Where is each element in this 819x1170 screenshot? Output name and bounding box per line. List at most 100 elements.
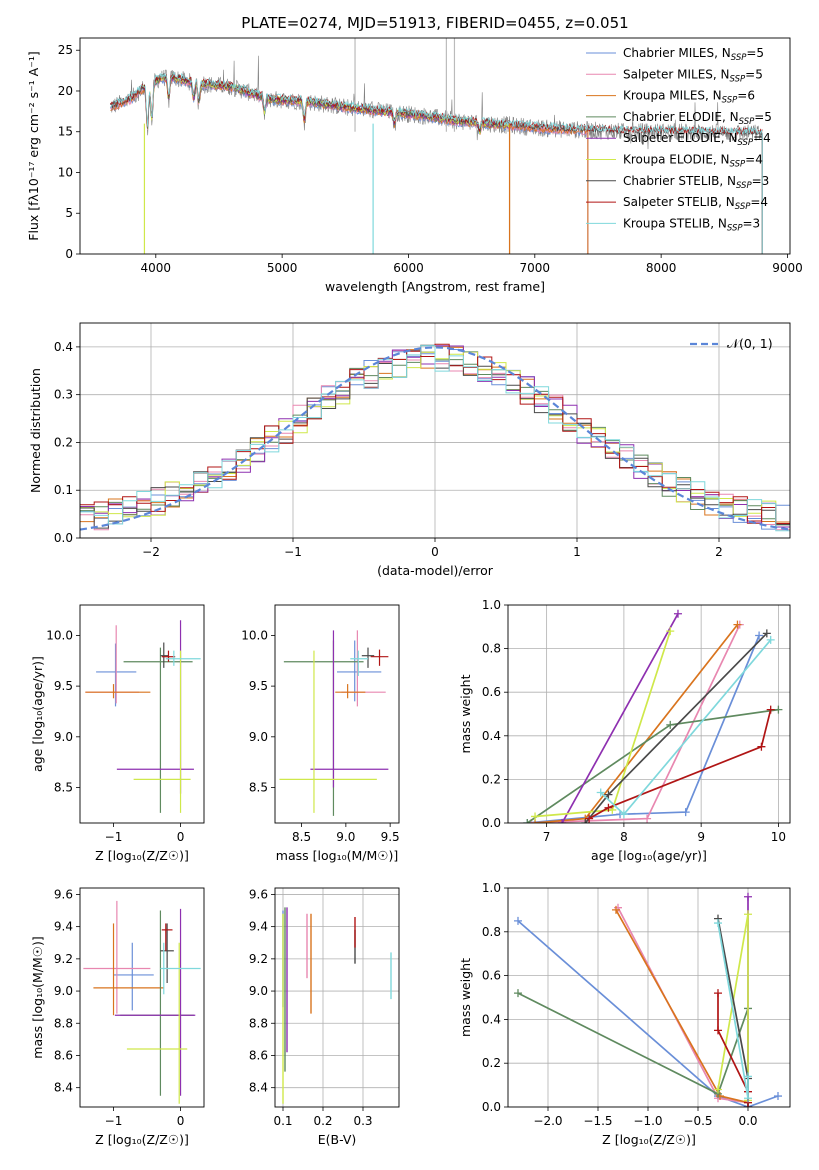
axes-frame [79,604,205,824]
axes-frame [79,887,205,1108]
ebv-mass-panel: 0.1 0.2 0.3 8.4 8.6 8.8 9.0 9.2 9.4 9.6 E(B-V) [249,887,400,1147]
y-tick-label: 8.5 [249,781,268,795]
weight-point-marker [558,819,567,823]
age-weight-panel: 7 8 9 10 0.0 0.2 0.4 0.6 0.8 1.0 age [log₁₀(age/yr… [458,598,791,863]
x-tick-label: 2 [715,545,723,559]
x-tick-label: −1 [284,545,302,559]
weight-point-marker [714,919,722,928]
y-tick-label: 0.0 [54,531,73,545]
legend-label: Kroupa MILES, NSSP=6 [623,89,755,106]
weight-series-line [561,613,679,823]
weight-series-line [517,920,779,1107]
y-tick-label: 9.0 [54,984,73,998]
x-tick-label: 7000 [520,261,551,275]
histogram-plot-area [80,323,790,538]
weight-series-line [615,909,749,1104]
y-tick-label: 10.0 [241,628,268,642]
x-tick-label: −2.0 [533,1114,562,1128]
y-tick-label: 9.4 [54,920,73,934]
histogram-ylabel: Normed distribution [28,368,43,493]
y-tick-label: 5 [65,206,73,220]
y-tick-label: 8.8 [54,1016,73,1030]
weight-point-marker [714,989,722,998]
weight-point-marker [714,1026,722,1035]
legend-label: Chabrier STELIB, NSSP=3 [623,174,769,191]
weight-point-marker [673,609,682,618]
spectrum-panel: 4000 5000 6000 7000 8000 9000 0 5 10 15 20 25 wavele… [26,37,803,294]
mass-age-xlabel: mass [log₁₀(M/M☉)] [276,848,398,863]
y-tick-label: 9.4 [249,920,268,934]
x-tick-label: 9.0 [336,830,355,844]
x-tick-label: 0 [177,830,185,844]
z-age-panel: −1 0 8.5 9.0 9.5 10.0 Z [log₁₀(Z/Z☉)] age [log₁… [30,604,205,863]
y-tick-label: 0.0 [482,1100,501,1114]
weight-series-line [717,922,749,1099]
y-tick-label: 9.0 [249,730,268,744]
y-tick-label: 9.0 [54,730,73,744]
axes-frame [507,604,791,824]
mass-age-plot-area [279,630,389,816]
ebv-mass-plot-area [275,888,399,1107]
weight-point-marker [744,910,752,919]
y-tick-label: 9.5 [249,679,268,693]
x-tick-label: −0.5 [683,1114,712,1128]
x-tick-label: −1.0 [633,1114,662,1128]
y-tick-label: 0.0 [482,816,501,830]
axes-frame [79,322,791,539]
x-tick-label: −1 [105,1114,123,1128]
y-tick-label: 15 [58,125,73,139]
weight-point-marker [766,705,775,714]
y-tick-label: 9.2 [249,952,268,966]
z-mass-ylabel: mass [log₁₀(M/M☉)] [30,936,45,1058]
y-tick-label: 0 [65,247,73,261]
weight-point-marker [643,814,652,823]
age-weight-xlabel: age [log₁₀(age/yr)] [591,848,707,863]
y-tick-label: 0.6 [482,685,501,699]
weight-point-marker [666,720,675,729]
y-tick-label: 0.8 [482,642,501,656]
x-tick-label: 8.5 [292,830,311,844]
y-tick-label: 20 [58,84,73,98]
weight-series-line [584,632,768,823]
y-tick-label: 0.2 [482,772,501,786]
legend-label: Salpeter MILES, NSSP=5 [623,67,763,84]
x-tick-label: 0 [177,1114,185,1128]
age-weight-plot-area [508,605,790,823]
y-tick-label: 9.0 [249,984,268,998]
z-weight-xlabel: Z [log₁₀(Z/Z☉)] [602,1132,696,1147]
age-weight-ylabel: mass weight [458,674,473,753]
weight-point-marker [514,989,522,998]
figure-title: PLATE=0274, MJD=51913, FIBERID=0455, z=0… [241,14,628,32]
y-tick-label: 0.8 [482,925,501,939]
y-tick-label: 9.6 [54,887,73,901]
legend-label: Kroupa ELODIE, NSSP=4 [623,153,763,170]
y-tick-label: 0.1 [54,483,73,497]
z-weight-plot-area [508,888,790,1107]
x-tick-label: 1 [573,545,581,559]
y-tick-label: 0.4 [482,729,501,743]
y-tick-label: 9.5 [54,679,73,693]
x-tick-label: 5000 [267,261,298,275]
y-tick-label: 0.6 [482,969,501,983]
weight-point-marker [766,635,775,644]
y-tick-label: 8.4 [249,1081,268,1095]
y-tick-label: 8.6 [54,1048,73,1062]
y-tick-label: 8.5 [54,781,73,795]
axes-frame [79,37,791,255]
normal-reference-curve [80,346,790,531]
axes-frame [274,887,400,1108]
y-tick-label: 9.6 [249,887,268,901]
y-tick-label: 9.2 [54,952,73,966]
y-tick-label: 8.8 [249,1016,268,1030]
y-tick-label: 0.2 [54,435,73,449]
weight-point-marker [733,620,742,629]
x-tick-label: 4000 [141,261,172,275]
weight-series-line [588,709,772,820]
weight-series-line [527,635,760,823]
weight-point-marker [666,627,675,636]
x-tick-label: 10 [771,830,786,844]
axes-frame [507,887,791,1108]
x-tick-label: 8000 [646,261,677,275]
y-tick-label: 0.4 [482,1012,501,1026]
